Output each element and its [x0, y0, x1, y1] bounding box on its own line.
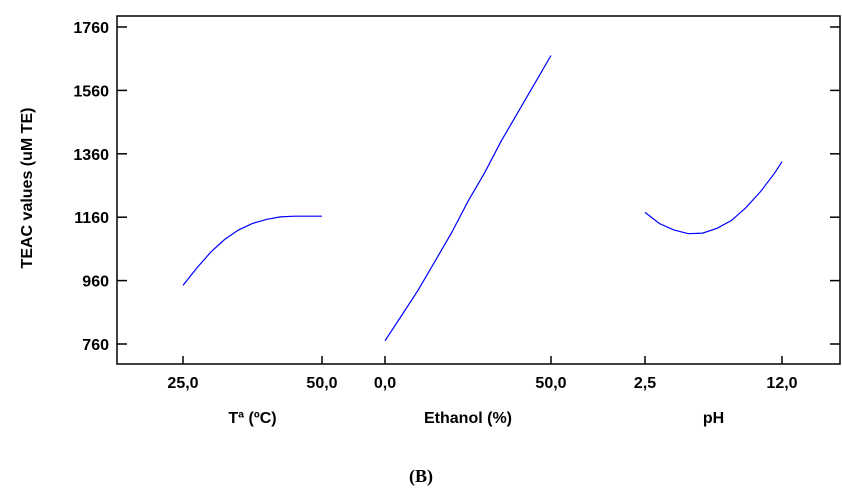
x-tick-label: 50,0: [535, 375, 566, 392]
x-axis-title: Ethanol (%): [424, 410, 512, 427]
x-axis-title: pH: [703, 410, 724, 427]
panel-caption: (B): [409, 466, 433, 486]
y-axis-ticks: 760 960 1160 1360 1560 1760: [73, 20, 840, 354]
x-tick-label: 0,0: [374, 375, 396, 392]
y-tick-label: 1760: [73, 20, 109, 37]
x-tick-label: 2,5: [634, 375, 656, 392]
y-axis-title: TEAC values (uM TE): [19, 108, 36, 269]
y-tick-label: 1160: [74, 210, 109, 227]
y-tick-label: 1560: [73, 83, 109, 100]
series-lines: [182, 55, 783, 342]
plot-frame: [116, 15, 841, 365]
series-line-2: [384, 55, 552, 342]
series-line-1: [182, 215, 322, 286]
x-tick-label: 12,0: [766, 375, 797, 392]
series-line-3: [644, 161, 783, 235]
x-tick-label: 25,0: [167, 375, 198, 392]
x-axis-ticks: 25,0 50,0 Tª (ºC) 0,0 50,0 Ethanol (%) 2,5 12,0…: [167, 356, 798, 427]
x-axis-title: Tª (ºC): [228, 410, 276, 427]
y-tick-label: 1360: [73, 147, 109, 164]
y-tick-label: 960: [82, 274, 109, 291]
plot-border: [116, 15, 841, 365]
y-tick-label: 760: [82, 337, 109, 354]
x-tick-label: 50,0: [306, 375, 337, 392]
